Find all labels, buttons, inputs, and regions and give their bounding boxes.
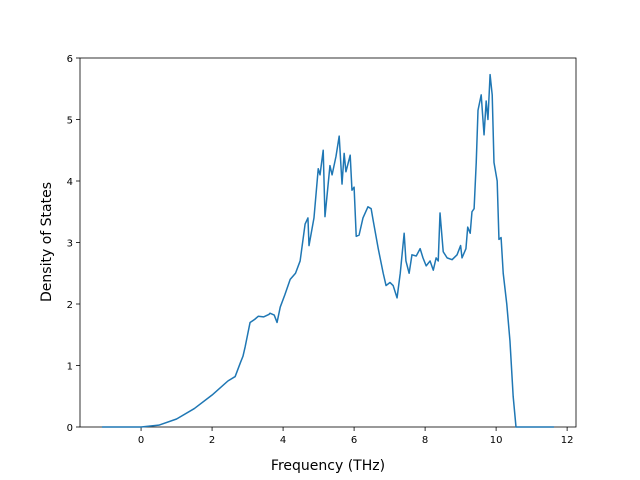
x-tick-label: 6 xyxy=(351,435,357,446)
y-tick-label: 0 xyxy=(67,423,73,434)
x-tick-label: 0 xyxy=(138,435,144,446)
y-tick-label: 5 xyxy=(67,116,73,127)
x-axis-label: Frequency (THz) xyxy=(271,458,385,474)
x-tick-label: 8 xyxy=(422,435,428,446)
y-tick-label: 1 xyxy=(67,362,73,373)
y-tick-label: 3 xyxy=(67,239,73,250)
dos-line xyxy=(102,73,554,428)
y-tick-label: 6 xyxy=(67,54,73,65)
x-tick-label: 10 xyxy=(490,435,503,446)
x-tick-label: 4 xyxy=(280,435,286,446)
x-tick-label: 12 xyxy=(561,435,574,446)
y-axis-label: Density of States xyxy=(39,182,55,302)
y-tick-label: 4 xyxy=(67,177,73,188)
y-tick-label: 2 xyxy=(67,300,73,311)
x-tick-label: 2 xyxy=(209,435,215,446)
